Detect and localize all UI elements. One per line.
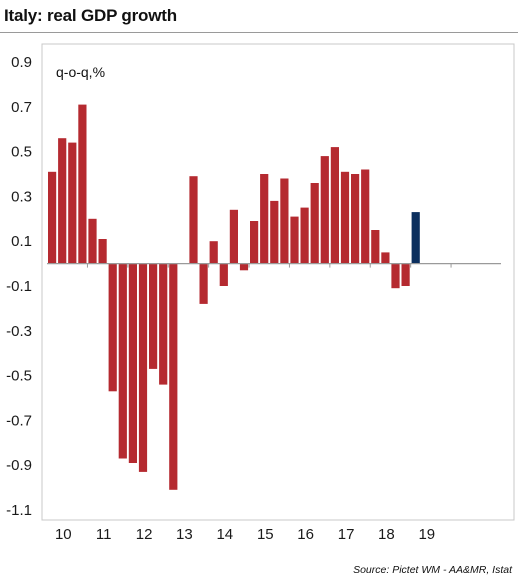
y-tick-label: 0.5: [11, 144, 32, 161]
bar-quarter: [159, 263, 168, 385]
bar-quarter: [68, 142, 77, 264]
bar-quarter: [58, 138, 67, 264]
bar-quarter: [280, 178, 289, 264]
bar-quarter: [78, 104, 87, 264]
bar-quarter: [391, 263, 400, 289]
bar-quarter: [88, 218, 97, 264]
bar-quarter: [239, 263, 249, 271]
x-tick-label: 19: [418, 526, 435, 543]
y-tick-label: 0.3: [11, 188, 32, 205]
y-tick-label: -0.1: [6, 278, 32, 295]
bar-quarter: [310, 183, 319, 264]
bar-quarter: [250, 221, 259, 264]
x-tick-label: 13: [176, 526, 193, 543]
x-tick-label: 16: [297, 526, 314, 543]
bar-quarter: [128, 263, 137, 463]
bar-quarter: [371, 230, 380, 264]
bar-quarter: [270, 200, 279, 264]
title-divider: [0, 32, 518, 33]
y-tick-label: -0.5: [6, 368, 32, 385]
x-tick-label: 12: [136, 526, 153, 543]
x-tick-label: 18: [378, 526, 395, 543]
y-tick-label: 0.1: [11, 233, 32, 250]
bar-quarter: [189, 176, 198, 264]
unit-label: q-o-q,%: [56, 64, 106, 80]
x-tick-label: 17: [338, 526, 355, 543]
bar-quarter: [229, 209, 238, 264]
bar-quarter: [219, 263, 228, 286]
bar-quarter: [320, 156, 329, 264]
bar-quarter: [300, 207, 309, 264]
bar-quarter: [361, 169, 370, 264]
bar-quarter: [98, 239, 107, 264]
bar-quarter: [48, 171, 57, 264]
bar-quarter: [199, 263, 208, 304]
y-tick-label: -0.3: [6, 323, 32, 340]
bar-quarter: [169, 263, 178, 490]
x-tick-label: 15: [257, 526, 274, 543]
bar-quarter: [108, 263, 117, 392]
bar-quarter: [381, 252, 390, 264]
bar-quarter: [351, 174, 360, 264]
bar-quarter: [290, 216, 299, 264]
bar-quarter: [401, 263, 410, 286]
bar-quarter: [118, 263, 127, 459]
bar-quarter: [209, 241, 218, 264]
source-note: Source: Pictet WM - AA&MR, Istat: [353, 564, 512, 576]
bar-quarter: [330, 147, 339, 264]
y-tick-label: 0.7: [11, 99, 32, 116]
y-tick-label: -0.9: [6, 457, 32, 474]
y-tick-label: -1.1: [6, 502, 32, 519]
y-tick-label: -0.7: [6, 412, 32, 429]
x-tick-label: 10: [55, 526, 72, 543]
x-tick-label: 11: [96, 526, 112, 543]
bar-quarter: [138, 263, 148, 472]
plot-frame: [41, 43, 515, 521]
bar-quarter: [149, 263, 158, 369]
x-tick-label: 14: [216, 526, 233, 543]
bar-latest-quarter: [411, 212, 420, 264]
chart-title: Italy: real GDP growth: [4, 6, 177, 25]
bar-quarter: [260, 174, 269, 264]
y-tick-label: 0.9: [11, 54, 32, 71]
bar-quarter: [340, 171, 350, 264]
